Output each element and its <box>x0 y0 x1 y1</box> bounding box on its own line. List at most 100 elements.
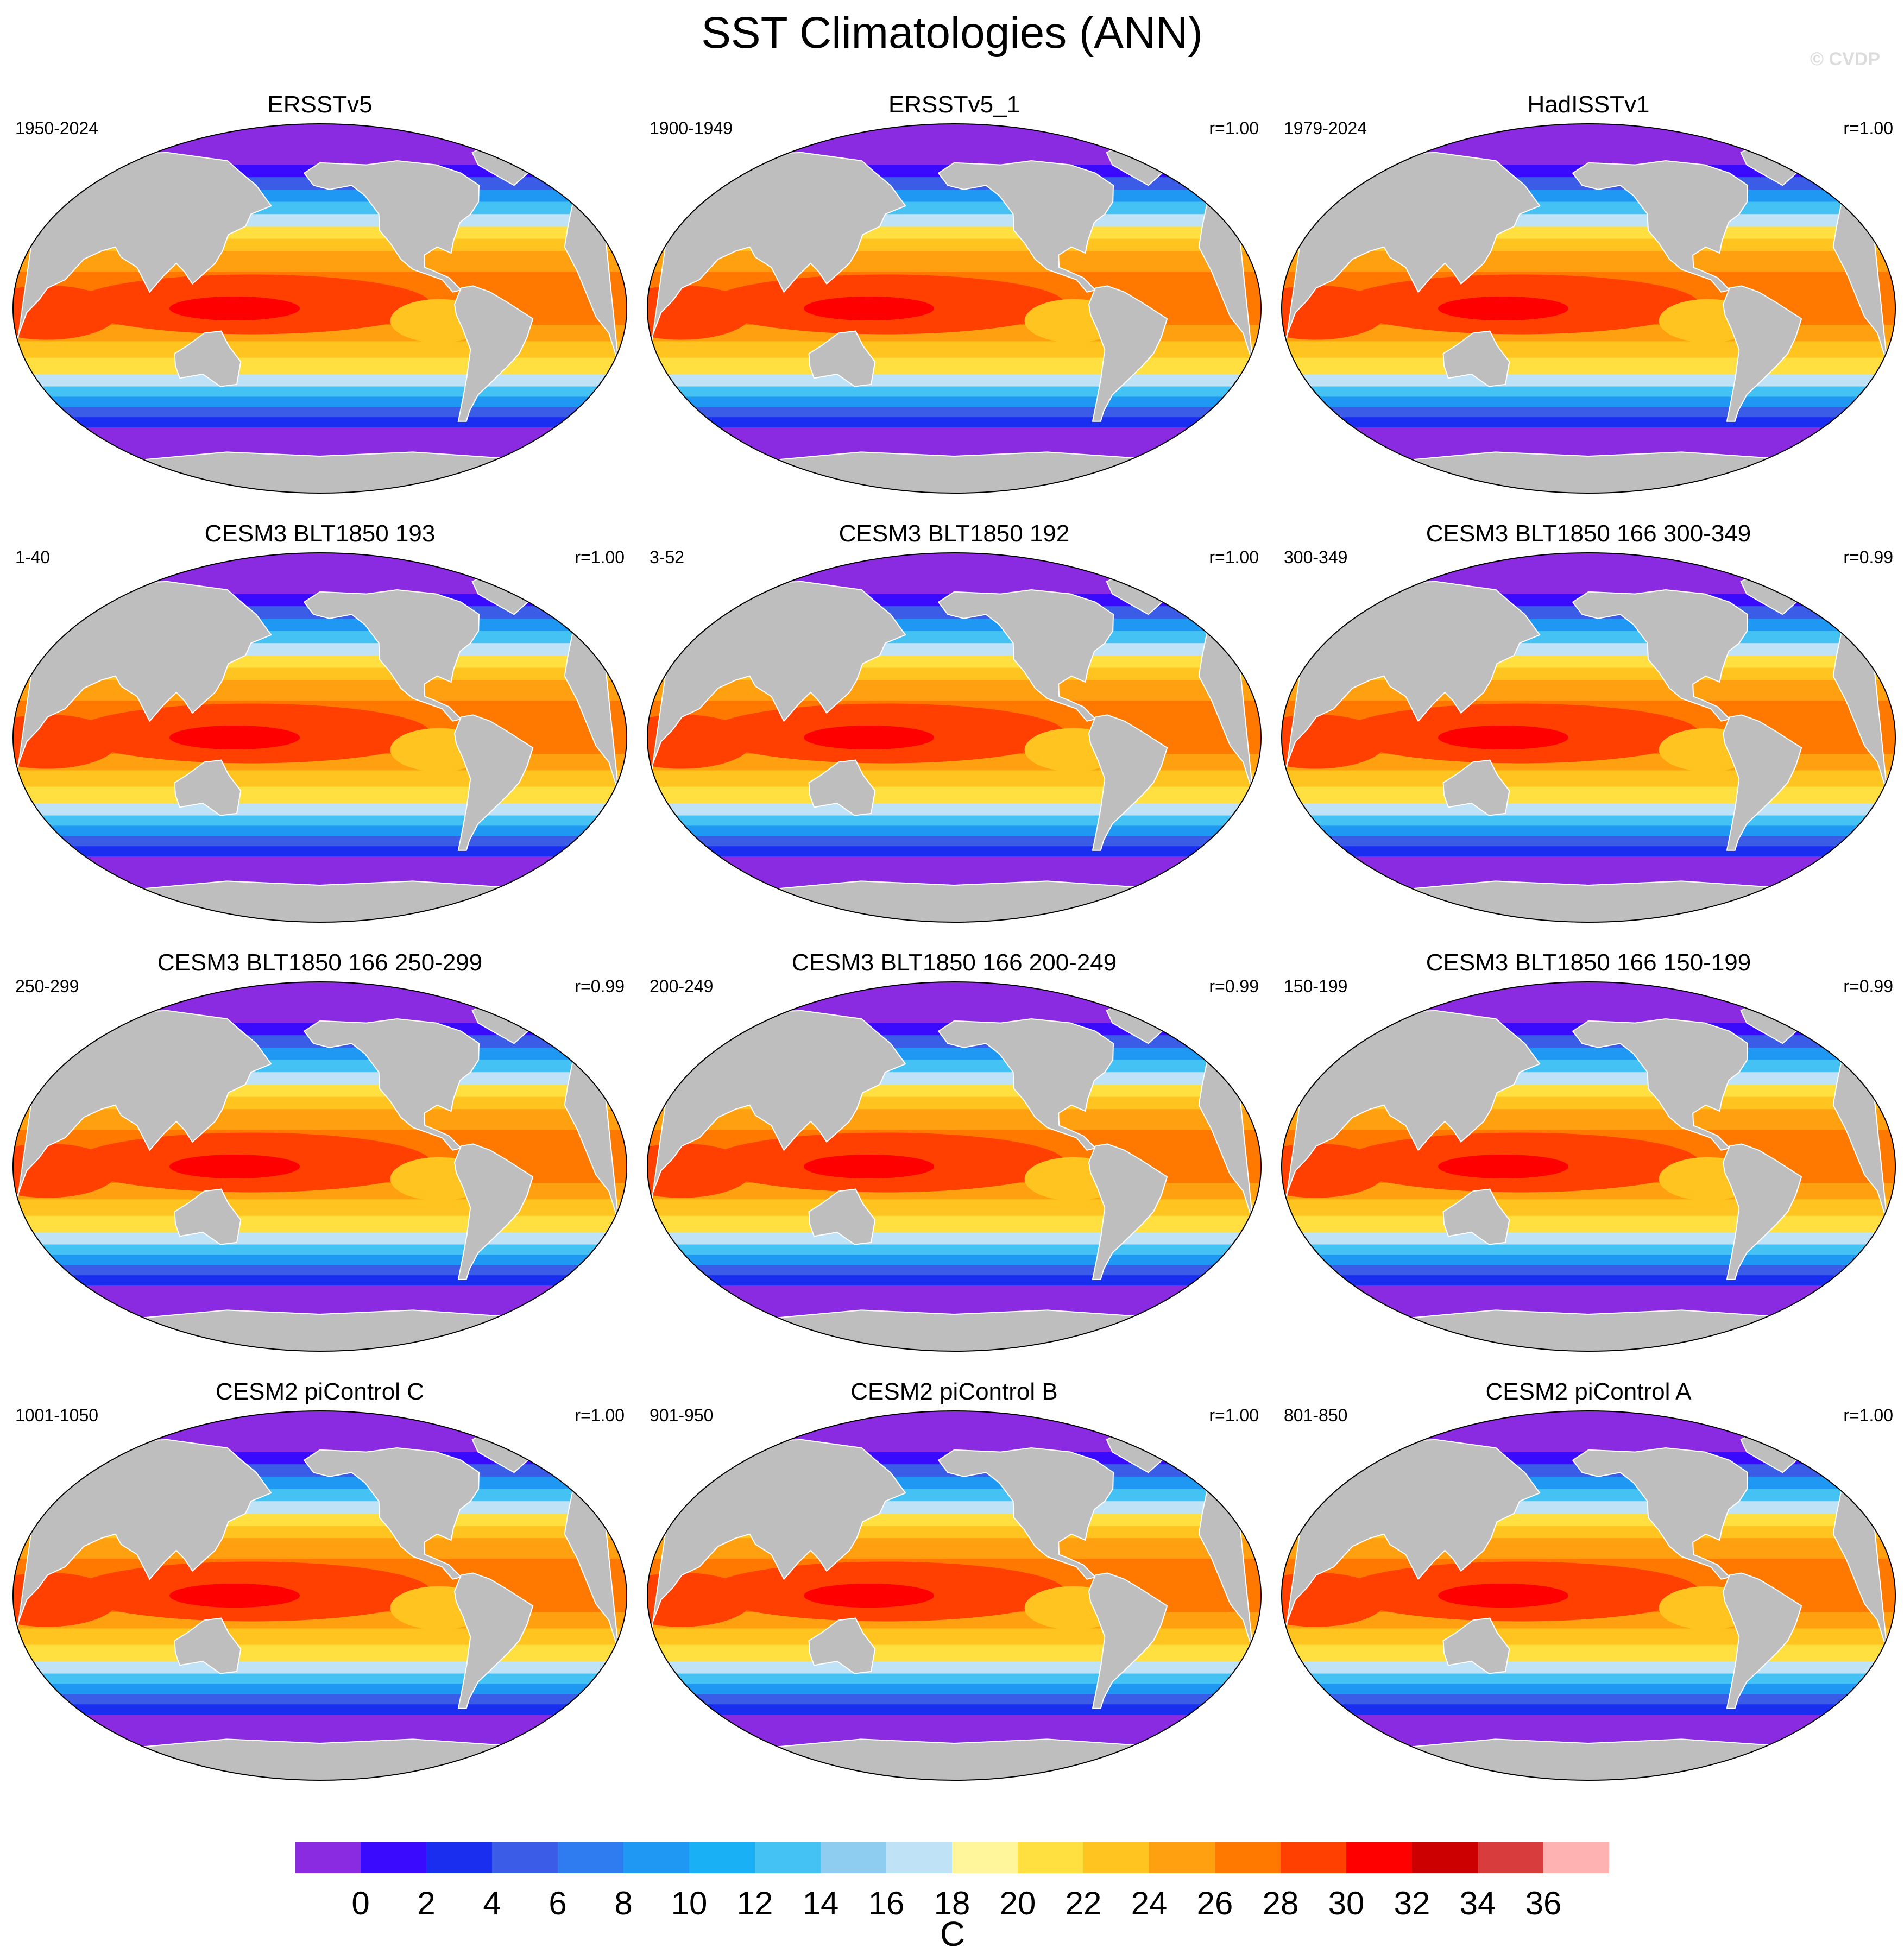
colorbar-box <box>1215 1842 1281 1873</box>
colorbar-tick-label: 10 <box>671 1885 708 1921</box>
panel-correlation: r=1.00 <box>1843 118 1893 138</box>
colorbar-tick-label: 16 <box>868 1885 905 1921</box>
sst-map <box>647 981 1262 1352</box>
sst-map <box>647 123 1262 494</box>
colorbar-box <box>821 1842 886 1873</box>
colorbar-tick-label: 8 <box>614 1885 632 1921</box>
colorbar-tick-label: 32 <box>1394 1885 1430 1921</box>
sst-map <box>647 552 1262 923</box>
colorbar-tick-label: 14 <box>803 1885 839 1921</box>
panel-correlation: r=1.00 <box>1209 118 1259 138</box>
colorbar-box <box>1478 1842 1543 1873</box>
colorbar-box <box>952 1842 1018 1873</box>
colorbar-boxes <box>295 1842 1609 1873</box>
colorbar-box <box>1018 1842 1083 1873</box>
map-panel: CESM3 BLT1850 193 1-40 r=1.00 <box>8 520 632 944</box>
panel-grid: ERSSTv5 1950-2024 ERSSTv5_1 1900-1949 r=1.00… <box>8 91 1901 1781</box>
panel-period: 1-40 <box>15 547 51 567</box>
panel-period: 1900-1949 <box>650 118 733 138</box>
panel-correlation: r=0.99 <box>1843 976 1893 996</box>
panel-period: 1001-1050 <box>15 1406 99 1425</box>
map-panel: CESM3 BLT1850 166 200-249 200-249 r=0.99 <box>642 949 1266 1373</box>
colorbar-box <box>558 1842 623 1873</box>
colorbar-tick-label: 12 <box>737 1885 773 1921</box>
colorbar-tick-label: 4 <box>483 1885 501 1921</box>
map-panel: CESM2 piControl A 801-850 r=1.00 <box>1276 1378 1901 1802</box>
colorbar-box <box>1083 1842 1149 1873</box>
map-panel: ERSSTv5 1950-2024 <box>8 91 632 515</box>
sst-map <box>1281 1410 1896 1781</box>
colorbar-tick-label: 34 <box>1460 1885 1496 1921</box>
colorbar-label: C <box>940 1914 965 1953</box>
panel-correlation: r=0.99 <box>575 976 625 996</box>
colorbar-tick-label: 0 <box>351 1885 369 1921</box>
panel-period: 1950-2024 <box>15 118 99 138</box>
panel-title: CESM3 BLT1850 166 150-199 <box>1426 949 1751 976</box>
map-panel: HadISSTv1 1979-2024 r=1.00 <box>1276 91 1901 515</box>
colorbar-tick-label: 28 <box>1263 1885 1299 1921</box>
sst-map <box>12 1410 627 1781</box>
sst-map <box>12 981 627 1352</box>
panel-correlation: r=0.99 <box>1209 976 1259 996</box>
sst-map <box>1281 552 1896 923</box>
colorbar-box <box>886 1842 952 1873</box>
colorbar-box <box>623 1842 689 1873</box>
colorbar-tick-label: 2 <box>417 1885 435 1921</box>
colorbar-box <box>426 1842 492 1873</box>
panel-correlation: r=1.00 <box>575 1406 625 1425</box>
colorbar-box <box>1346 1842 1412 1873</box>
panel-correlation: r=0.99 <box>1843 547 1893 567</box>
sst-map <box>12 552 627 923</box>
panel-title: CESM2 piControl B <box>850 1378 1058 1405</box>
panel-title: ERSSTv5 <box>267 91 373 118</box>
colorbar-box <box>492 1842 558 1873</box>
panel-period: 901-950 <box>650 1406 714 1425</box>
colorbar-tick-label: 26 <box>1197 1885 1233 1921</box>
map-panel: CESM3 BLT1850 192 3-52 r=1.00 <box>642 520 1266 944</box>
colorbar-box <box>755 1842 821 1873</box>
watermark: © CVDP <box>1810 49 1880 70</box>
colorbar-box <box>1149 1842 1215 1873</box>
colorbar-box <box>1412 1842 1478 1873</box>
panel-correlation: r=1.00 <box>575 547 625 567</box>
colorbar-box <box>295 1842 361 1873</box>
colorbar-tick-label: 24 <box>1131 1885 1168 1921</box>
colorbar-box <box>1543 1842 1609 1873</box>
colorbar-box <box>689 1842 755 1873</box>
colorbar-box <box>361 1842 426 1873</box>
colorbar-tick-label: 36 <box>1525 1885 1562 1921</box>
panel-period: 300-349 <box>1284 547 1348 567</box>
sst-map <box>1281 981 1896 1352</box>
panel-period: 3-52 <box>650 547 685 567</box>
panel-period: 801-850 <box>1284 1406 1348 1425</box>
map-panel: CESM2 piControl C 1001-1050 r=1.00 <box>8 1378 632 1802</box>
panel-title: CESM3 BLT1850 192 <box>838 520 1070 547</box>
colorbar-tick-label: 6 <box>548 1885 566 1921</box>
colorbar-tick-label: 18 <box>934 1885 970 1921</box>
map-panel: CESM3 BLT1850 166 150-199 150-199 r=0.99 <box>1276 949 1901 1373</box>
panel-title: CESM2 piControl C <box>216 1378 424 1405</box>
panel-correlation: r=1.00 <box>1209 547 1259 567</box>
panel-title: ERSSTv5_1 <box>888 91 1020 118</box>
panel-correlation: r=1.00 <box>1209 1406 1259 1425</box>
panel-title: CESM3 BLT1850 166 200-249 <box>791 949 1117 976</box>
map-panel: ERSSTv5_1 1900-1949 r=1.00 <box>642 91 1266 515</box>
panel-title: CESM2 piControl A <box>1485 1378 1692 1405</box>
colorbar-tick-label: 30 <box>1328 1885 1365 1921</box>
colorbar-ticks: 0 2 4 6 8 10 12 14 16 18 20 22 24 26 28 30 32 34 36 <box>351 1885 1561 1921</box>
panel-period: 250-299 <box>15 976 79 996</box>
sst-map <box>12 123 627 494</box>
panel-period: 150-199 <box>1284 976 1348 996</box>
map-panel: CESM2 piControl B 901-950 r=1.00 <box>642 1378 1266 1802</box>
map-panel: CESM3 BLT1850 166 300-349 300-349 r=0.99 <box>1276 520 1901 944</box>
panel-title: HadISSTv1 <box>1527 91 1650 118</box>
panel-title: CESM3 BLT1850 193 <box>204 520 436 547</box>
panel-title: CESM3 BLT1850 166 250-299 <box>157 949 483 976</box>
panel-correlation: r=1.00 <box>1843 1406 1893 1425</box>
panel-period: 200-249 <box>650 976 714 996</box>
colorbar-box <box>1281 1842 1346 1873</box>
colorbar-tick-label: 20 <box>1000 1885 1036 1921</box>
sst-map <box>647 1410 1262 1781</box>
page-title: SST Climatologies (ANN) <box>701 8 1203 58</box>
colorbar-tick-label: 22 <box>1066 1885 1102 1921</box>
